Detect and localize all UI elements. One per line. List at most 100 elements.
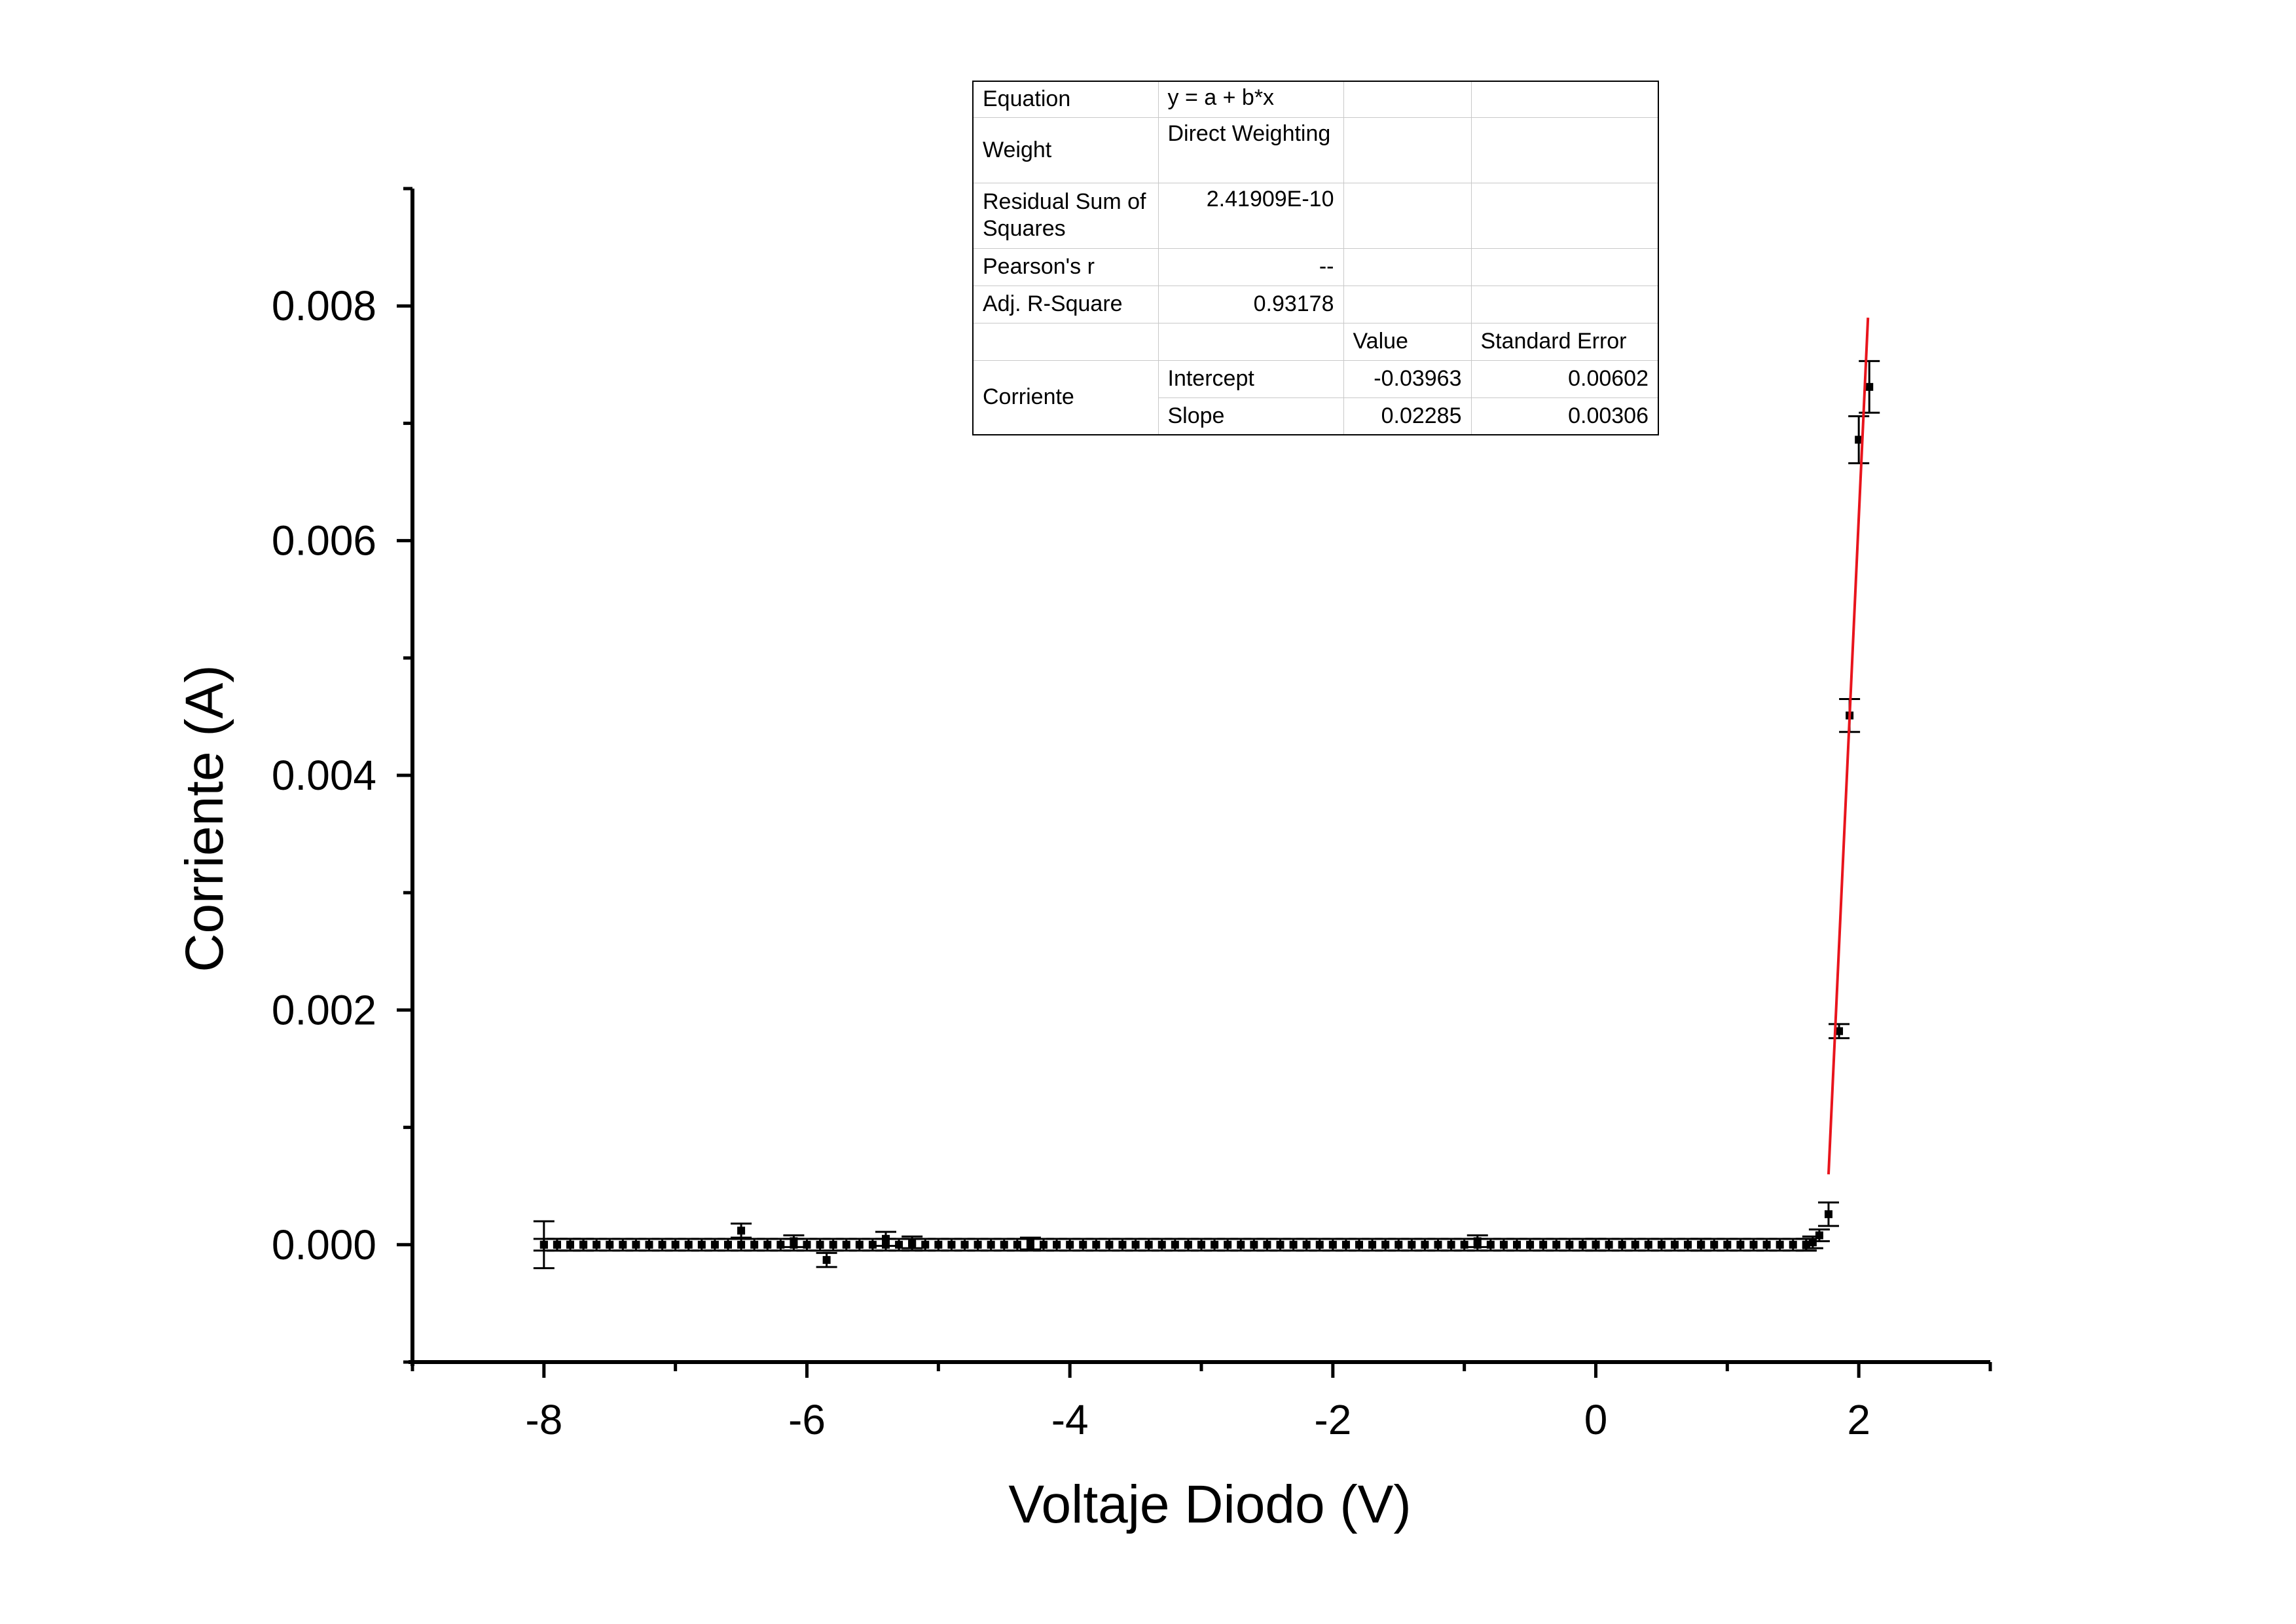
data-point	[1125, 1238, 1146, 1252]
table-value: y = a + b*x	[1157, 81, 1344, 118]
data-point	[1269, 1238, 1291, 1252]
data-point	[1362, 1238, 1383, 1252]
y-tick-label: 0.000	[272, 1221, 376, 1268]
table-param-error: 0.00306	[1470, 397, 1659, 435]
data-point	[1335, 1238, 1357, 1252]
data-point	[862, 1238, 883, 1252]
data-point	[980, 1238, 1002, 1252]
x-tick-label: -4	[1051, 1396, 1089, 1443]
data-point	[1848, 415, 1870, 464]
data-point	[1414, 1238, 1436, 1252]
data-point	[875, 1230, 896, 1247]
data-point	[848, 1238, 870, 1252]
data-point	[1309, 1238, 1330, 1252]
data-point	[954, 1238, 975, 1252]
data-point	[625, 1238, 647, 1252]
y-tick-label: 0.002	[272, 986, 376, 1033]
data-point	[1769, 1238, 1791, 1252]
data-point	[1085, 1238, 1107, 1252]
table-label: Residual Sum of Squares	[972, 182, 1159, 249]
data-point	[1388, 1238, 1410, 1252]
data-point	[1756, 1238, 1777, 1252]
data-point	[718, 1238, 738, 1252]
data-point	[1572, 1238, 1594, 1252]
data-point	[1177, 1238, 1199, 1252]
data-point	[612, 1238, 634, 1252]
data-point	[809, 1238, 831, 1252]
data-point	[731, 1223, 752, 1239]
data-point	[704, 1238, 725, 1252]
data-point	[1717, 1238, 1738, 1252]
x-tick-label: 0	[1584, 1396, 1608, 1443]
data-point	[1151, 1238, 1173, 1252]
data-point	[1046, 1238, 1068, 1252]
table-header-error: Standard Error	[1470, 322, 1659, 361]
data-point	[1375, 1238, 1396, 1252]
table-label: Pearson's r	[972, 248, 1159, 286]
data-point	[1427, 1238, 1449, 1252]
data-point	[1533, 1238, 1554, 1252]
data-point	[816, 1251, 837, 1268]
table-value: 2.41909E-10	[1157, 182, 1344, 249]
data-point	[1493, 1238, 1514, 1252]
data-point	[586, 1238, 608, 1252]
table-header-value: Value	[1343, 322, 1472, 361]
table-value: Direct Weighting	[1157, 117, 1344, 183]
ticks: -8 -6 -4 -2 0 2 0.000 0.002 0.004 0.006 0.008	[272, 187, 1992, 1443]
data-point	[796, 1238, 818, 1252]
data-point	[1690, 1238, 1712, 1252]
data-point	[665, 1238, 686, 1252]
data-point	[1730, 1238, 1751, 1252]
data-point	[1829, 1023, 1850, 1039]
data-point	[1138, 1238, 1159, 1252]
table-param-name: Intercept	[1157, 360, 1344, 398]
data-point	[783, 1234, 805, 1248]
data-point	[1072, 1238, 1094, 1252]
data-point	[1637, 1238, 1659, 1252]
fit-results-table: Equation y = a + b*x Weight Direct Weigh…	[972, 81, 1659, 435]
data-point	[691, 1238, 712, 1252]
data-point	[1256, 1238, 1278, 1252]
data-point	[1019, 1236, 1041, 1251]
x-axis-label: Voltaje Diodo (V)	[1008, 1475, 1411, 1534]
data-point	[1650, 1238, 1672, 1252]
data-point	[1349, 1238, 1370, 1252]
data-point	[1164, 1238, 1186, 1252]
table-value: 0.93178	[1157, 285, 1344, 323]
table-param-error: 0.00602	[1470, 360, 1659, 398]
data-point	[1585, 1238, 1607, 1252]
data-point	[546, 1238, 568, 1252]
data-point	[1859, 360, 1880, 414]
table-label: Equation	[972, 81, 1159, 118]
data-point	[1598, 1238, 1620, 1252]
fit-line	[1827, 318, 1870, 1175]
data-point	[1546, 1238, 1567, 1252]
data-point	[1296, 1238, 1317, 1252]
data-points	[533, 360, 1880, 1270]
data-point	[599, 1238, 621, 1252]
table-label: Adj. R-Square	[972, 285, 1159, 323]
data-point	[678, 1238, 699, 1252]
data-point	[573, 1238, 594, 1252]
data-point	[1243, 1238, 1265, 1252]
baseline-points	[533, 1238, 1817, 1252]
data-point	[1204, 1238, 1226, 1252]
x-tick-label: -2	[1314, 1396, 1351, 1443]
data-point	[1467, 1234, 1488, 1248]
data-point	[1664, 1238, 1685, 1252]
data-point	[1677, 1238, 1699, 1252]
data-point	[770, 1238, 792, 1252]
data-point	[638, 1238, 660, 1252]
table-param-value: -0.03963	[1343, 360, 1472, 398]
data-point	[993, 1238, 1015, 1252]
data-point	[941, 1238, 962, 1252]
data-point	[1217, 1238, 1239, 1252]
data-point	[1401, 1238, 1423, 1252]
data-point	[1112, 1238, 1133, 1252]
data-point	[902, 1235, 923, 1249]
data-point	[1808, 1228, 1830, 1242]
data-point	[1099, 1238, 1120, 1252]
data-point	[1611, 1238, 1633, 1252]
table-value: --	[1157, 248, 1344, 286]
